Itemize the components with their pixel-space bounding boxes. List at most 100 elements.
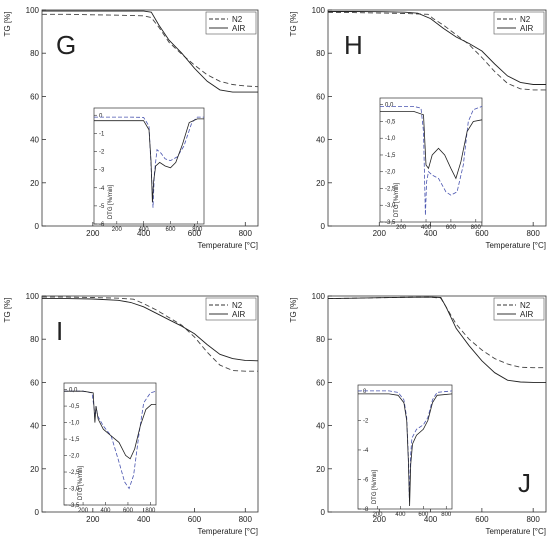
panel-letter: J — [518, 468, 531, 498]
x-axis-title: Temperature [°C] — [197, 527, 258, 536]
inset-y-tick-label: -4 — [363, 448, 369, 454]
x-tick-label: 600 — [475, 229, 489, 238]
y-tick-label: 0 — [321, 508, 326, 517]
y-tick-label: 40 — [30, 422, 39, 431]
inset-y-tick-label: -2,0 — [385, 170, 396, 176]
plot-frame — [327, 295, 547, 513]
y-tick-label: 0 — [35, 508, 40, 517]
y-tick-label: 60 — [316, 92, 325, 101]
inset-y-tick-label: -1,5 — [69, 437, 80, 443]
inset-y-tick-label: -0,5 — [385, 119, 396, 125]
y-tick-label: 20 — [30, 179, 39, 188]
legend-box — [493, 11, 545, 35]
inset-y-tick-label: -2 — [363, 418, 369, 424]
x-tick-label: 800 — [526, 515, 540, 524]
y-tick-label: 20 — [30, 465, 39, 474]
x-tick-label: 400 — [424, 515, 438, 524]
y-tick-label: 60 — [316, 378, 325, 387]
x-tick-label: 200 — [373, 229, 387, 238]
y-tick-label: 80 — [316, 49, 325, 58]
legend-label: N2 — [520, 15, 531, 24]
inset-y-tick-label: -0,5 — [69, 404, 80, 410]
y-tick-label: 80 — [30, 335, 39, 344]
inset-y-tick-label: 0 — [363, 389, 367, 395]
inset-x-tick-label: 400 — [101, 508, 112, 514]
y-tick-label: 80 — [316, 335, 325, 344]
inset-x-tick-label: 400 — [139, 227, 150, 233]
x-tick-label: 200 — [373, 515, 387, 524]
series-line-air — [42, 10, 258, 93]
x-tick-label: 400 — [137, 515, 151, 524]
legend-label: AIR — [520, 310, 534, 319]
inset-x-tick-label: 800 — [441, 512, 452, 518]
inset-plot: 0 -1 -2 -3 -4 -5 -6 200 400 600 800 DTG [%/min] — [93, 107, 205, 233]
x-tick-label: 600 — [188, 229, 202, 238]
inset-y-tick-label: -2,5 — [385, 186, 396, 192]
panel-letter: I — [56, 316, 63, 346]
plot-frame — [327, 9, 547, 227]
legend-label: N2 — [520, 301, 531, 310]
y-axis-title: TG [%] — [289, 298, 298, 323]
inset-x-tick-label: 800 — [145, 508, 156, 514]
y-tick-label: 100 — [312, 292, 326, 301]
x-tick-label: 400 — [424, 229, 438, 238]
x-tick-label: 400 — [137, 229, 151, 238]
series-line-air — [327, 296, 546, 383]
inset-y-tick-label: 0 — [99, 113, 103, 119]
y-tick-label: 20 — [316, 465, 325, 474]
legend-label: AIR — [520, 24, 534, 33]
inset-y-tick-label: -6 — [363, 477, 369, 483]
inset-x-tick-label: 600 — [418, 512, 429, 518]
series-line-n2 — [328, 12, 546, 91]
inset-series-line-air — [358, 393, 453, 507]
inset-y-axis-title: DTG [%/min] — [394, 183, 400, 218]
x-tick-label: 800 — [526, 229, 540, 238]
inset-y-tick-label: -3,5 — [385, 220, 396, 226]
inset-y-axis-title: DTG [%/min] — [78, 466, 84, 501]
y-tick-label: 40 — [316, 422, 325, 431]
y-axis-title: TG [%] — [289, 12, 298, 37]
y-tick-label: 60 — [30, 92, 39, 101]
y-tick-label: 40 — [30, 136, 39, 145]
inset-x-tick-label: 600 — [123, 508, 134, 514]
panel-letter: G — [56, 30, 76, 60]
y-axis-title: TG [%] — [3, 298, 12, 323]
legend-label: N2 — [232, 15, 243, 24]
inset-y-tick-label: -2,5 — [69, 470, 80, 476]
y-tick-label: 20 — [316, 179, 325, 188]
inset-y-tick-label: -2,0 — [69, 454, 80, 460]
inset-y-tick-label: -1 — [99, 131, 105, 137]
inset-y-tick-label: -3,0 — [69, 487, 80, 493]
inset-series-line-air — [380, 111, 483, 180]
inset-y-tick-label: -3,0 — [385, 203, 396, 209]
legend-label: AIR — [232, 24, 246, 33]
x-tick-label: 600 — [188, 515, 202, 524]
y-tick-label: 100 — [312, 6, 326, 15]
x-tick-label: 800 — [239, 229, 253, 238]
panel-letter: H — [344, 30, 363, 60]
inset-y-tick-label: -2 — [99, 150, 105, 156]
inset-y-tick-label: -1,0 — [385, 136, 396, 142]
plot-frame — [41, 9, 259, 227]
x-axis-title: Temperature [°C] — [485, 527, 546, 536]
inset-x-tick-label: 200 — [396, 225, 407, 231]
inset-y-axis-title: DTG [%/min] — [372, 470, 378, 505]
inset-x-tick-label: 200 — [372, 512, 383, 518]
series-line-air — [42, 298, 259, 362]
x-axis-title: Temperature [°C] — [197, 241, 258, 250]
inset-series-line-n2 — [94, 116, 204, 208]
inset-series-line-n2 — [380, 106, 483, 216]
x-tick-label: 200 — [86, 229, 100, 238]
x-tick-label: 800 — [239, 515, 253, 524]
inset-x-tick-label: 400 — [421, 225, 432, 231]
y-tick-label: 0 — [321, 222, 326, 231]
inset-y-tick-label: -5 — [99, 204, 105, 210]
x-tick-label: 600 — [475, 515, 489, 524]
legend-label: N2 — [232, 301, 243, 310]
inset-x-tick-label: 200 — [78, 508, 89, 514]
